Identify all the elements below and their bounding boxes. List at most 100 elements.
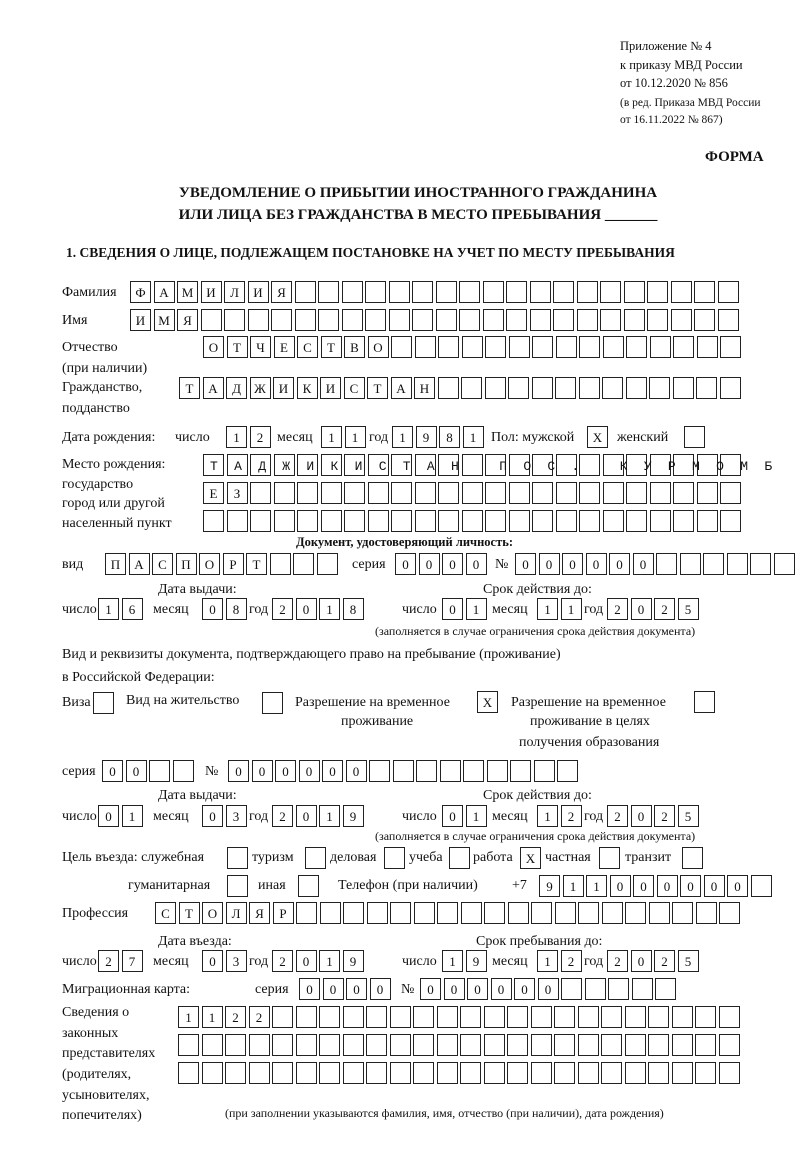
char-cell[interactable] (671, 1034, 693, 1056)
char-cell[interactable] (656, 553, 677, 575)
char-cell[interactable] (508, 510, 530, 532)
char-cell[interactable] (717, 281, 739, 303)
purpose-study-checkbox[interactable] (449, 847, 473, 869)
char-cell[interactable] (342, 1034, 364, 1056)
char-cell[interactable] (460, 1006, 481, 1028)
char-cell[interactable] (272, 1006, 293, 1028)
char-cell[interactable] (602, 336, 624, 358)
char-cell[interactable] (201, 1062, 223, 1084)
char-cell[interactable] (483, 1034, 505, 1056)
char-cell[interactable]: О (367, 336, 389, 358)
char-cell[interactable] (672, 902, 693, 924)
char-cell[interactable] (631, 978, 653, 1000)
char-cell[interactable]: 8 (342, 598, 364, 620)
char-cell[interactable] (342, 1006, 364, 1028)
char-cell[interactable]: 2 (248, 1006, 270, 1028)
char-cell[interactable] (297, 454, 318, 476)
char-cell[interactable] (247, 309, 269, 331)
char-cell[interactable]: Т (320, 336, 342, 358)
char-cell[interactable]: 3 (225, 950, 247, 972)
char-cell[interactable] (482, 309, 504, 331)
char-cell[interactable]: А (128, 553, 150, 575)
char-cell[interactable] (579, 482, 600, 504)
char-cell[interactable] (412, 281, 433, 303)
char-cell[interactable] (530, 1006, 552, 1028)
char-cell[interactable] (294, 281, 316, 303)
char-cell[interactable]: 1 (586, 875, 607, 897)
char-cell[interactable] (601, 1062, 622, 1084)
char-cell[interactable] (508, 482, 530, 504)
char-cell[interactable]: А (202, 377, 224, 399)
visa-checkbox[interactable] (93, 692, 117, 714)
checkbox-cell[interactable]: X (520, 847, 541, 869)
char-cell[interactable]: 0 (443, 978, 465, 1000)
char-cell[interactable]: 1 (201, 1006, 223, 1028)
char-cell[interactable] (531, 902, 552, 924)
char-cell[interactable] (460, 902, 482, 924)
char-cell[interactable] (319, 1062, 340, 1084)
char-cell[interactable] (414, 510, 436, 532)
char-cell[interactable]: 1 (98, 598, 119, 620)
char-cell[interactable] (343, 902, 364, 924)
char-cell[interactable]: 2 (654, 805, 675, 827)
char-cell[interactable] (531, 377, 553, 399)
char-cell[interactable]: 7 (121, 950, 143, 972)
char-cell[interactable] (388, 309, 410, 331)
char-cell[interactable] (508, 454, 530, 476)
char-cell[interactable] (272, 1034, 293, 1056)
char-cell[interactable] (485, 482, 506, 504)
char-cell[interactable]: 3 (225, 805, 247, 827)
char-cell[interactable] (459, 309, 480, 331)
char-cell[interactable] (773, 553, 795, 575)
char-cell[interactable] (225, 1034, 246, 1056)
char-cell[interactable]: 5 (677, 598, 699, 620)
char-cell[interactable]: 0 (703, 875, 725, 897)
char-cell[interactable] (577, 1006, 599, 1028)
char-cell[interactable]: 0 (295, 950, 317, 972)
char-cell[interactable]: 0 (395, 553, 416, 575)
char-cell[interactable]: 1 (226, 426, 247, 448)
char-cell[interactable] (717, 309, 739, 331)
char-cell[interactable]: 1 (178, 1006, 199, 1028)
char-cell[interactable]: 1 (392, 426, 413, 448)
char-cell[interactable]: Р (272, 902, 294, 924)
char-cell[interactable]: 8 (225, 598, 247, 620)
char-cell[interactable]: 2 (607, 950, 628, 972)
char-cell[interactable] (461, 377, 482, 399)
checkbox-cell[interactable] (684, 426, 705, 448)
char-cell[interactable] (272, 1062, 293, 1084)
char-cell[interactable]: И (247, 281, 269, 303)
char-cell[interactable]: К (296, 377, 318, 399)
sex-male-checkbox[interactable]: X (587, 426, 611, 448)
char-cell[interactable] (367, 454, 389, 476)
char-cell[interactable] (320, 454, 342, 476)
char-cell[interactable] (366, 902, 388, 924)
char-cell[interactable] (318, 309, 339, 331)
char-cell[interactable] (416, 760, 437, 782)
char-cell[interactable]: 0 (295, 598, 317, 620)
char-cell[interactable]: 1 (560, 598, 582, 620)
char-cell[interactable] (389, 1034, 411, 1056)
char-cell[interactable] (608, 978, 629, 1000)
reps-field-3[interactable] (178, 1062, 742, 1084)
char-cell[interactable] (695, 902, 717, 924)
char-cell[interactable] (438, 454, 459, 476)
char-cell[interactable] (532, 482, 553, 504)
char-cell[interactable]: 0 (442, 598, 463, 620)
char-cell[interactable] (649, 336, 671, 358)
checkbox-cell[interactable] (384, 847, 405, 869)
char-cell[interactable] (436, 1034, 458, 1056)
char-cell[interactable] (602, 510, 624, 532)
char-cell[interactable] (178, 1062, 199, 1084)
char-cell[interactable] (694, 309, 715, 331)
char-cell[interactable] (623, 281, 645, 303)
char-cell[interactable] (507, 1034, 528, 1056)
